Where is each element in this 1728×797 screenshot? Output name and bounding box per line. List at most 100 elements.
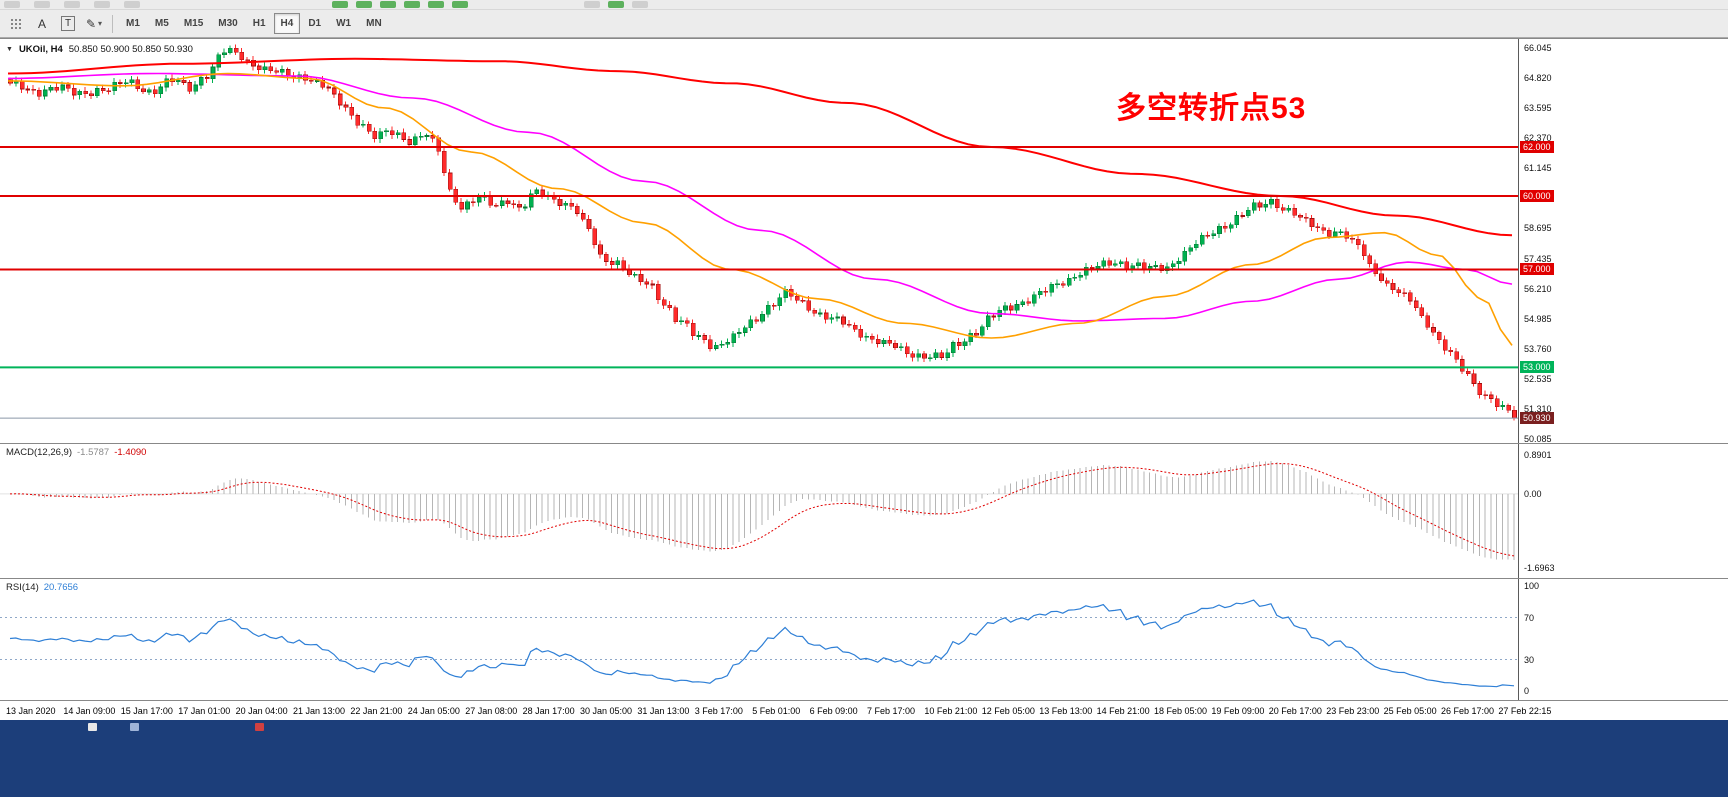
- macd-signal-value: -1.4090: [114, 447, 147, 458]
- price-tick: 66.045: [1524, 42, 1552, 53]
- rsi-chart: [0, 599, 1518, 688]
- price-level-badge: 57.000: [1520, 263, 1554, 276]
- price-tick: 57.435: [1524, 253, 1552, 264]
- time-tick: 17 Jan 01:00: [178, 706, 231, 716]
- timeframe-button-w1[interactable]: W1: [336, 18, 352, 29]
- time-tick: 27 Feb 22:15: [1498, 706, 1552, 716]
- cutoff-toolbar-icon[interactable]: [34, 1, 50, 8]
- macd-plot-area[interactable]: MACD(12,26,9) -1.5787 -1.4090: [0, 444, 1519, 578]
- rsi-axis[interactable]: 100 70 30 0: [1519, 579, 1728, 700]
- macd-axis[interactable]: 0.8901 0.00 -1.6963: [1519, 444, 1728, 578]
- time-tick: 14 Feb 21:00: [1096, 706, 1150, 716]
- chart-annotation: 多空转折点53: [1116, 92, 1307, 125]
- main-chart-panel: ▼ UKOil, H4 50.850 50.900 50.850 50.930 …: [0, 38, 1728, 444]
- macd-axis-tick: -1.6963: [1524, 563, 1555, 574]
- rsi-axis-tick: 30: [1524, 654, 1535, 665]
- price-level-badge: 50.930: [1520, 412, 1554, 425]
- time-tick: 25 Feb 05:00: [1383, 706, 1437, 716]
- cutoff-toolbar-icon[interactable]: [94, 1, 110, 8]
- cutoff-toolbar-icon[interactable]: [380, 1, 396, 8]
- cutoff-toolbar-icon[interactable]: [452, 1, 468, 8]
- price-tick: 53.760: [1524, 343, 1552, 354]
- price-axis[interactable]: 66.045 64.820 63.595 62.370 61.145 58.695 57.4…: [1519, 39, 1728, 444]
- price-tick: 62.370: [1524, 132, 1552, 143]
- rsi-name: RSI(14): [6, 582, 39, 593]
- time-tick: 21 Jan 13:00: [293, 706, 346, 716]
- time-tick: 13 Jan 2020: [6, 706, 56, 716]
- taskbar-icon[interactable]: [130, 723, 139, 731]
- time-tick: 20 Feb 17:00: [1268, 706, 1322, 716]
- rsi-axis-tick: 70: [1524, 612, 1535, 623]
- time-tick: 30 Jan 05:00: [580, 706, 633, 716]
- time-tick: 3 Feb 17:00: [694, 706, 743, 716]
- grid-icon[interactable]: [4, 13, 28, 34]
- cutoff-toolbar-icon[interactable]: [584, 1, 600, 8]
- chevron-down-icon: ▾: [98, 19, 103, 28]
- toolbar-separator: [112, 14, 113, 33]
- font-tool-button[interactable]: A: [37, 16, 46, 31]
- text-tool-button[interactable]: T: [56, 13, 80, 34]
- taskbar-icon[interactable]: [88, 723, 97, 731]
- grid-dots-icon: [11, 18, 21, 29]
- rsi-line: [9, 599, 1515, 688]
- timeframe-button-m15[interactable]: M15: [183, 18, 204, 29]
- rsi-label: RSI(14) 20.7656: [6, 582, 78, 593]
- price-tick: 52.535: [1524, 373, 1552, 384]
- price-tick: 61.145: [1524, 162, 1552, 173]
- rsi-axis-tick: 100: [1524, 581, 1540, 591]
- taskbar[interactable]: [0, 720, 1728, 797]
- time-tick: 19 Feb 09:00: [1211, 706, 1265, 716]
- price-level-badge: 60.000: [1520, 189, 1554, 202]
- ma-slow-red: [7, 57, 1513, 237]
- time-tick: 10 Feb 21:00: [924, 706, 978, 716]
- rsi-axis-tick: 0: [1524, 686, 1530, 696]
- time-axis[interactable]: 13 Jan 2020 14 Jan 09:00 15 Jan 17:00 17 Ja…: [0, 700, 1728, 720]
- ohlc-readout: 50.850 50.900 50.850 50.930: [68, 44, 193, 55]
- price-tick: 51.310: [1524, 403, 1552, 414]
- cutoff-toolbar-icon[interactable]: [428, 1, 444, 8]
- timeframe-button-m5[interactable]: M5: [154, 18, 169, 29]
- macd-panel: MACD(12,26,9) -1.5787 -1.4090 0.8901 0.00…: [0, 443, 1728, 578]
- time-tick: 15 Jan 17:00: [120, 706, 173, 716]
- time-tick: 6 Feb 09:00: [809, 706, 858, 716]
- candlestick-chart: [0, 44, 1518, 421]
- cutoff-toolbar-icon[interactable]: [64, 1, 80, 8]
- time-tick: 24 Jan 05:00: [407, 706, 460, 716]
- time-tick: 7 Feb 17:00: [867, 706, 916, 716]
- toolbar-row-cutoff: [0, 0, 1728, 10]
- timeframe-button-m1[interactable]: M1: [126, 18, 140, 29]
- time-tick: 23 Feb 23:00: [1326, 706, 1380, 716]
- price-level-badge: 62.000: [1520, 141, 1554, 153]
- macd-histogram: [15, 460, 1515, 560]
- time-tick: 18 Feb 05:00: [1154, 706, 1208, 716]
- chart-title: ▼ UKOil, H4 50.850 50.900 50.850 50.930: [6, 44, 193, 55]
- cutoff-toolbar-icon[interactable]: [404, 1, 420, 8]
- cutoff-toolbar-icon[interactable]: [608, 1, 624, 8]
- taskbar-icon[interactable]: [255, 723, 264, 731]
- price-tick: 50.085: [1524, 433, 1552, 444]
- chart-plot-area[interactable]: ▼ UKOil, H4 50.850 50.900 50.850 50.930 …: [0, 39, 1519, 443]
- timeframe-group: M1 M5 M15 M30 H1 H4 D1 W1 MN: [119, 13, 389, 34]
- macd-signal-line: [9, 463, 1515, 557]
- time-tick: 5 Feb 01:00: [752, 706, 801, 716]
- timeframe-button-d1[interactable]: D1: [308, 18, 322, 29]
- time-tick: 26 Feb 17:00: [1441, 706, 1495, 716]
- collapse-arrow-icon[interactable]: ▼: [6, 46, 13, 53]
- macd-label: MACD(12,26,9) -1.5787 -1.4090: [6, 447, 146, 458]
- rsi-plot-area[interactable]: RSI(14) 20.7656: [0, 579, 1519, 700]
- timeframe-button-h1[interactable]: H1: [252, 18, 266, 29]
- cutoff-toolbar-icon[interactable]: [4, 1, 20, 8]
- cutoff-toolbar-icon[interactable]: [332, 1, 348, 8]
- rsi-panel: RSI(14) 20.7656 100 70 30 0: [0, 578, 1728, 700]
- macd-main-value: -1.5787: [77, 447, 110, 458]
- draw-tool-button[interactable]: ✎ ▾: [82, 13, 106, 34]
- timeframe-button-mn[interactable]: MN: [366, 18, 382, 29]
- cutoff-toolbar-icon[interactable]: [356, 1, 372, 8]
- timeframe-button-h4[interactable]: H4: [273, 13, 301, 34]
- cutoff-toolbar-icon[interactable]: [124, 1, 140, 8]
- timeframe-button-m30[interactable]: M30: [218, 18, 238, 29]
- rsi-value: 20.7656: [43, 582, 79, 593]
- pencil-icon: ✎: [85, 16, 97, 31]
- cutoff-toolbar-icon[interactable]: [632, 1, 648, 8]
